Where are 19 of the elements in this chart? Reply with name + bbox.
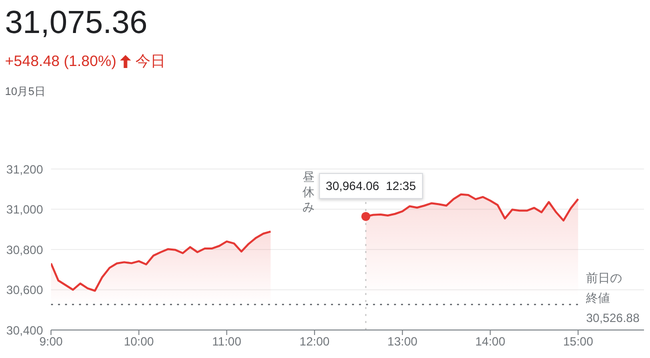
x-tick-label: 11:00 (212, 334, 242, 349)
x-tick-label: 10:00 (124, 334, 154, 349)
y-tick-label: 30,600 (6, 283, 44, 298)
y-tick-label: 31,000 (6, 202, 44, 217)
text: 10月5日 (5, 85, 46, 99)
y-tick-label: 31,200 (6, 162, 44, 176)
annotation: 昼休み (302, 170, 316, 215)
y-tick-label: 30,800 (6, 242, 44, 257)
y-tick-label: 30,400 (6, 323, 44, 338)
x-tick-label: 12:00 (300, 334, 330, 349)
annotation: 30,964.06 12:35 (318, 173, 423, 199)
x-tick-label: 13:00 (387, 334, 418, 349)
chart-subtitle: +548.48 (1.80%) (5, 53, 116, 70)
x-tick-label: 15:00 (563, 334, 594, 349)
x-tick-label: 9:00 (39, 334, 63, 349)
text: 今日 (135, 52, 166, 71)
x-tick-label: 14:00 (475, 334, 506, 349)
ref-line-label: 前日の終値 30,526.88 (586, 270, 640, 328)
chart-title: 31,075.36 (5, 4, 148, 41)
